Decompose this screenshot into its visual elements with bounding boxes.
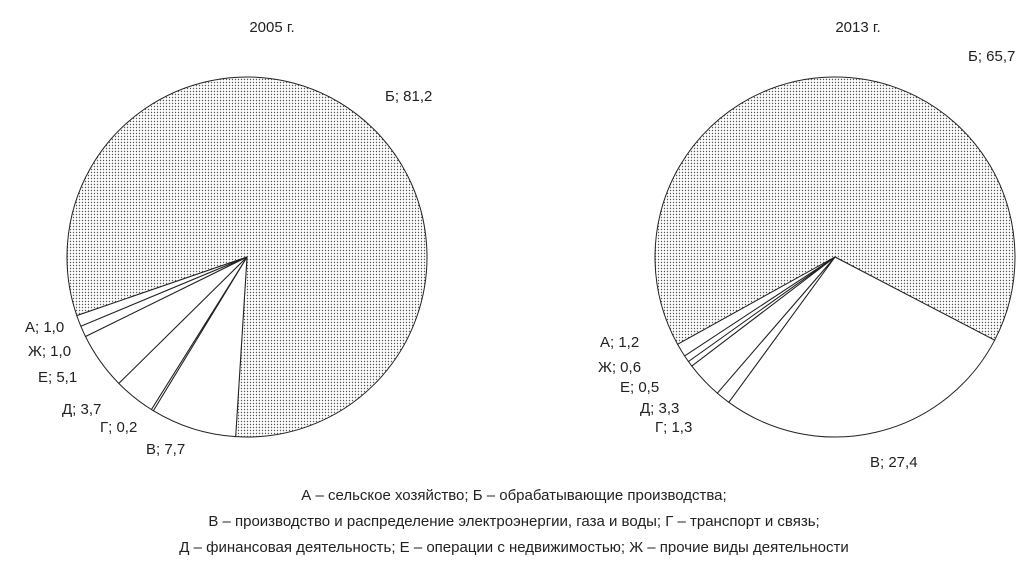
slice-label: Е; 5,1 [38,369,77,386]
pie-slice [728,256,996,438]
chart-title: 2005 г. [249,19,294,36]
slice-label: В; 27,4 [870,454,918,471]
pie-slice [76,256,248,327]
legend-line: Д – финансовая деятельность; Е – операци… [179,539,848,556]
slice-label: Ж; 0,6 [598,359,641,376]
slice-label: Д; 3,7 [62,401,101,418]
legend-line: В – производство и распределение электро… [208,513,819,530]
slice-label: Г; 0,2 [100,419,137,436]
slice-label: Ж; 1,0 [28,343,71,360]
slice-label: В; 7,7 [146,441,185,458]
slice-label: Е; 0,5 [620,379,659,396]
pie-slice [676,256,836,357]
slice-label: Б; 65,7 [968,48,1015,65]
slice-label: Б; 81,2 [385,88,432,105]
legend-line: А – сельское хозяйство; Б – обрабатывающ… [301,487,726,504]
slice-label: А; 1,0 [25,319,64,336]
slice-label: Г; 1,3 [655,419,692,436]
slice-label: Д; 3,3 [640,400,679,417]
chart-title: 2013 г. [835,19,880,36]
pie-slice [654,76,1016,345]
slice-label: А; 1,2 [600,334,639,351]
